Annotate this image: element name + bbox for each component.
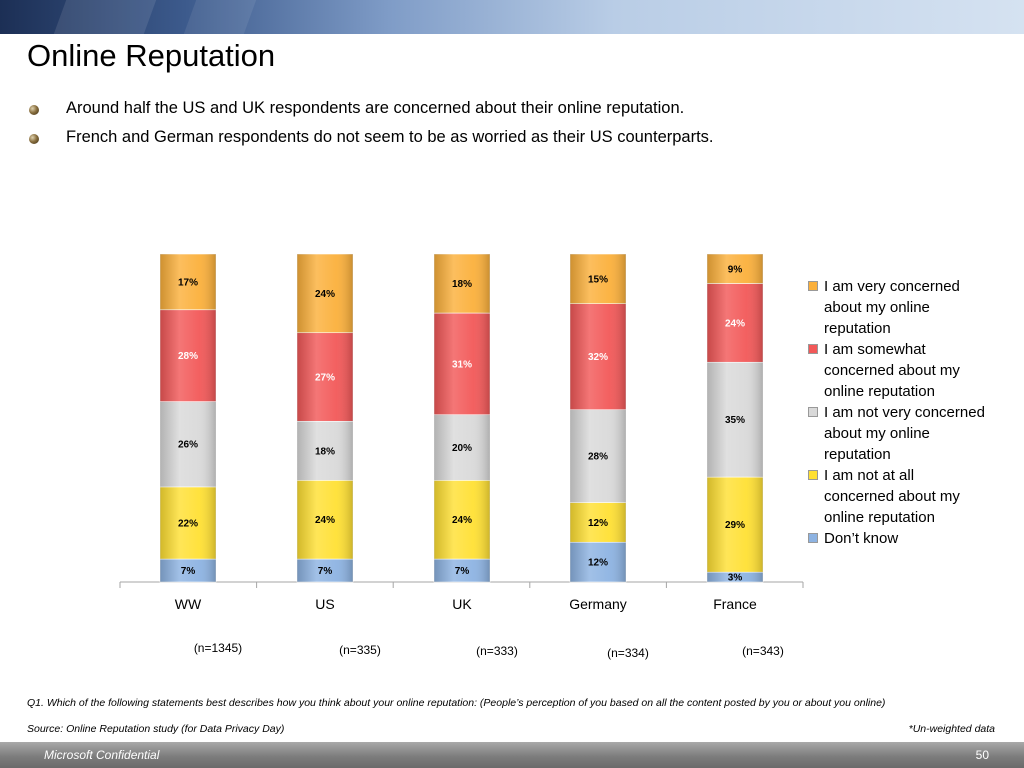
legend-label: I am somewhat concerned about my online … [824, 341, 960, 400]
legend-swatch [808, 533, 818, 543]
category-label: Germany [569, 596, 627, 612]
bullet-text-2: French and German respondents do not see… [66, 128, 714, 146]
page-number: 50 [975, 748, 989, 762]
bar-data-label: 26% [178, 440, 198, 451]
bar-segment-shading [297, 559, 353, 582]
bar-data-label: 28% [178, 351, 198, 362]
bar-segment-shading [707, 254, 763, 284]
bar-data-label: 17% [178, 277, 198, 288]
legend-item: I am not at all concerned about my onlin… [808, 465, 988, 528]
bar-segment-shading [570, 303, 626, 410]
bar-data-label: 7% [318, 566, 333, 577]
source-note: Source: Online Reputation study (for Dat… [27, 723, 285, 735]
legend-label: I am very concerned about my online repu… [824, 278, 960, 337]
bar-data-label: 29% [725, 520, 745, 531]
bar-data-label: 32% [588, 352, 608, 363]
bar-data-label: 7% [181, 566, 196, 577]
slide-title: Online Reputation [27, 38, 276, 73]
bullet-icon [29, 105, 39, 115]
legend-item: I am somewhat concerned about my online … [808, 339, 988, 402]
legend-label: Don’t know [824, 530, 899, 547]
bar-data-label: 28% [588, 452, 608, 463]
bar-data-label: 12% [588, 558, 608, 569]
bar-segment-shading [707, 362, 763, 478]
bar-segment-shading [160, 401, 216, 487]
legend-swatch [808, 470, 818, 480]
bar-segment-shading [707, 477, 763, 573]
bar-segment-shading [297, 332, 353, 422]
bar-segment-shading [434, 313, 490, 415]
unweighted-note: *Un-weighted data [908, 723, 995, 735]
legend-swatch [808, 407, 818, 417]
bar-segment-shading [570, 502, 626, 543]
bar-segment-shading [160, 559, 216, 582]
bar-segment-shading [434, 414, 490, 481]
bar-data-label: 9% [728, 264, 743, 275]
category-label: UK [452, 596, 472, 612]
bar-data-label: 24% [452, 515, 472, 526]
legend-label: I am not very concerned about my online … [824, 404, 985, 463]
confidential-label: Microsoft Confidential [44, 748, 160, 762]
category-label: US [315, 596, 334, 612]
bar-data-label: 31% [452, 359, 472, 370]
bar-segment-shading [434, 559, 490, 582]
bar-segment-shading [707, 283, 763, 363]
sample-size-label: (n=343) [742, 644, 784, 658]
bar-segment-shading [297, 480, 353, 560]
category-label: France [713, 596, 757, 612]
legend-swatch [808, 344, 818, 354]
bar-segment-shading [570, 542, 626, 582]
bar-data-label: 7% [455, 566, 470, 577]
bar-data-label: 12% [588, 518, 608, 529]
legend-item: I am not very concerned about my online … [808, 402, 988, 465]
bar-segment-shading [570, 409, 626, 503]
bar-segment-shading [707, 572, 763, 582]
bar-data-label: 35% [725, 415, 745, 426]
bar-data-label: 27% [315, 373, 335, 384]
question-footnote: Q1. Which of the following statements be… [27, 697, 886, 709]
bar-segment-shading [297, 254, 353, 333]
sample-size-label: (n=335) [339, 643, 381, 657]
bar-segment-shading [434, 480, 490, 560]
bar-segment-shading [160, 486, 216, 560]
bar-data-label: 24% [315, 515, 335, 526]
bar-data-label: 15% [588, 274, 608, 285]
sample-size-label: (n=334) [607, 646, 649, 660]
legend-swatch [808, 281, 818, 291]
sample-size-label: (n=1345) [194, 641, 242, 655]
chart-legend: I am very concerned about my online repu… [808, 276, 988, 549]
bar-data-label: 18% [315, 446, 335, 457]
bar-segment-shading [434, 254, 490, 314]
bullet-text-1: Around half the US and UK respondents ar… [66, 99, 685, 117]
header-banner [0, 0, 1024, 34]
legend-item: Don’t know [808, 528, 988, 549]
bar-data-label: 24% [725, 318, 745, 329]
bar-segment-shading [297, 421, 353, 481]
bullet-icon [29, 134, 39, 144]
bar-segment-shading [160, 254, 216, 310]
sample-size-label: (n=333) [476, 644, 518, 658]
bar-data-label: 22% [178, 518, 198, 529]
bar-data-label: 18% [452, 279, 472, 290]
bar-segment-shading [160, 309, 216, 402]
legend-label: I am not at all concerned about my onlin… [824, 467, 960, 526]
bar-data-label: 3% [728, 573, 743, 584]
legend-item: I am very concerned about my online repu… [808, 276, 988, 339]
footer-bar: Microsoft Confidential 50 [0, 742, 1024, 768]
bar-data-label: 24% [315, 289, 335, 300]
bar-segment-shading [570, 254, 626, 304]
bar-data-label: 20% [452, 443, 472, 454]
category-label: WW [175, 596, 202, 612]
